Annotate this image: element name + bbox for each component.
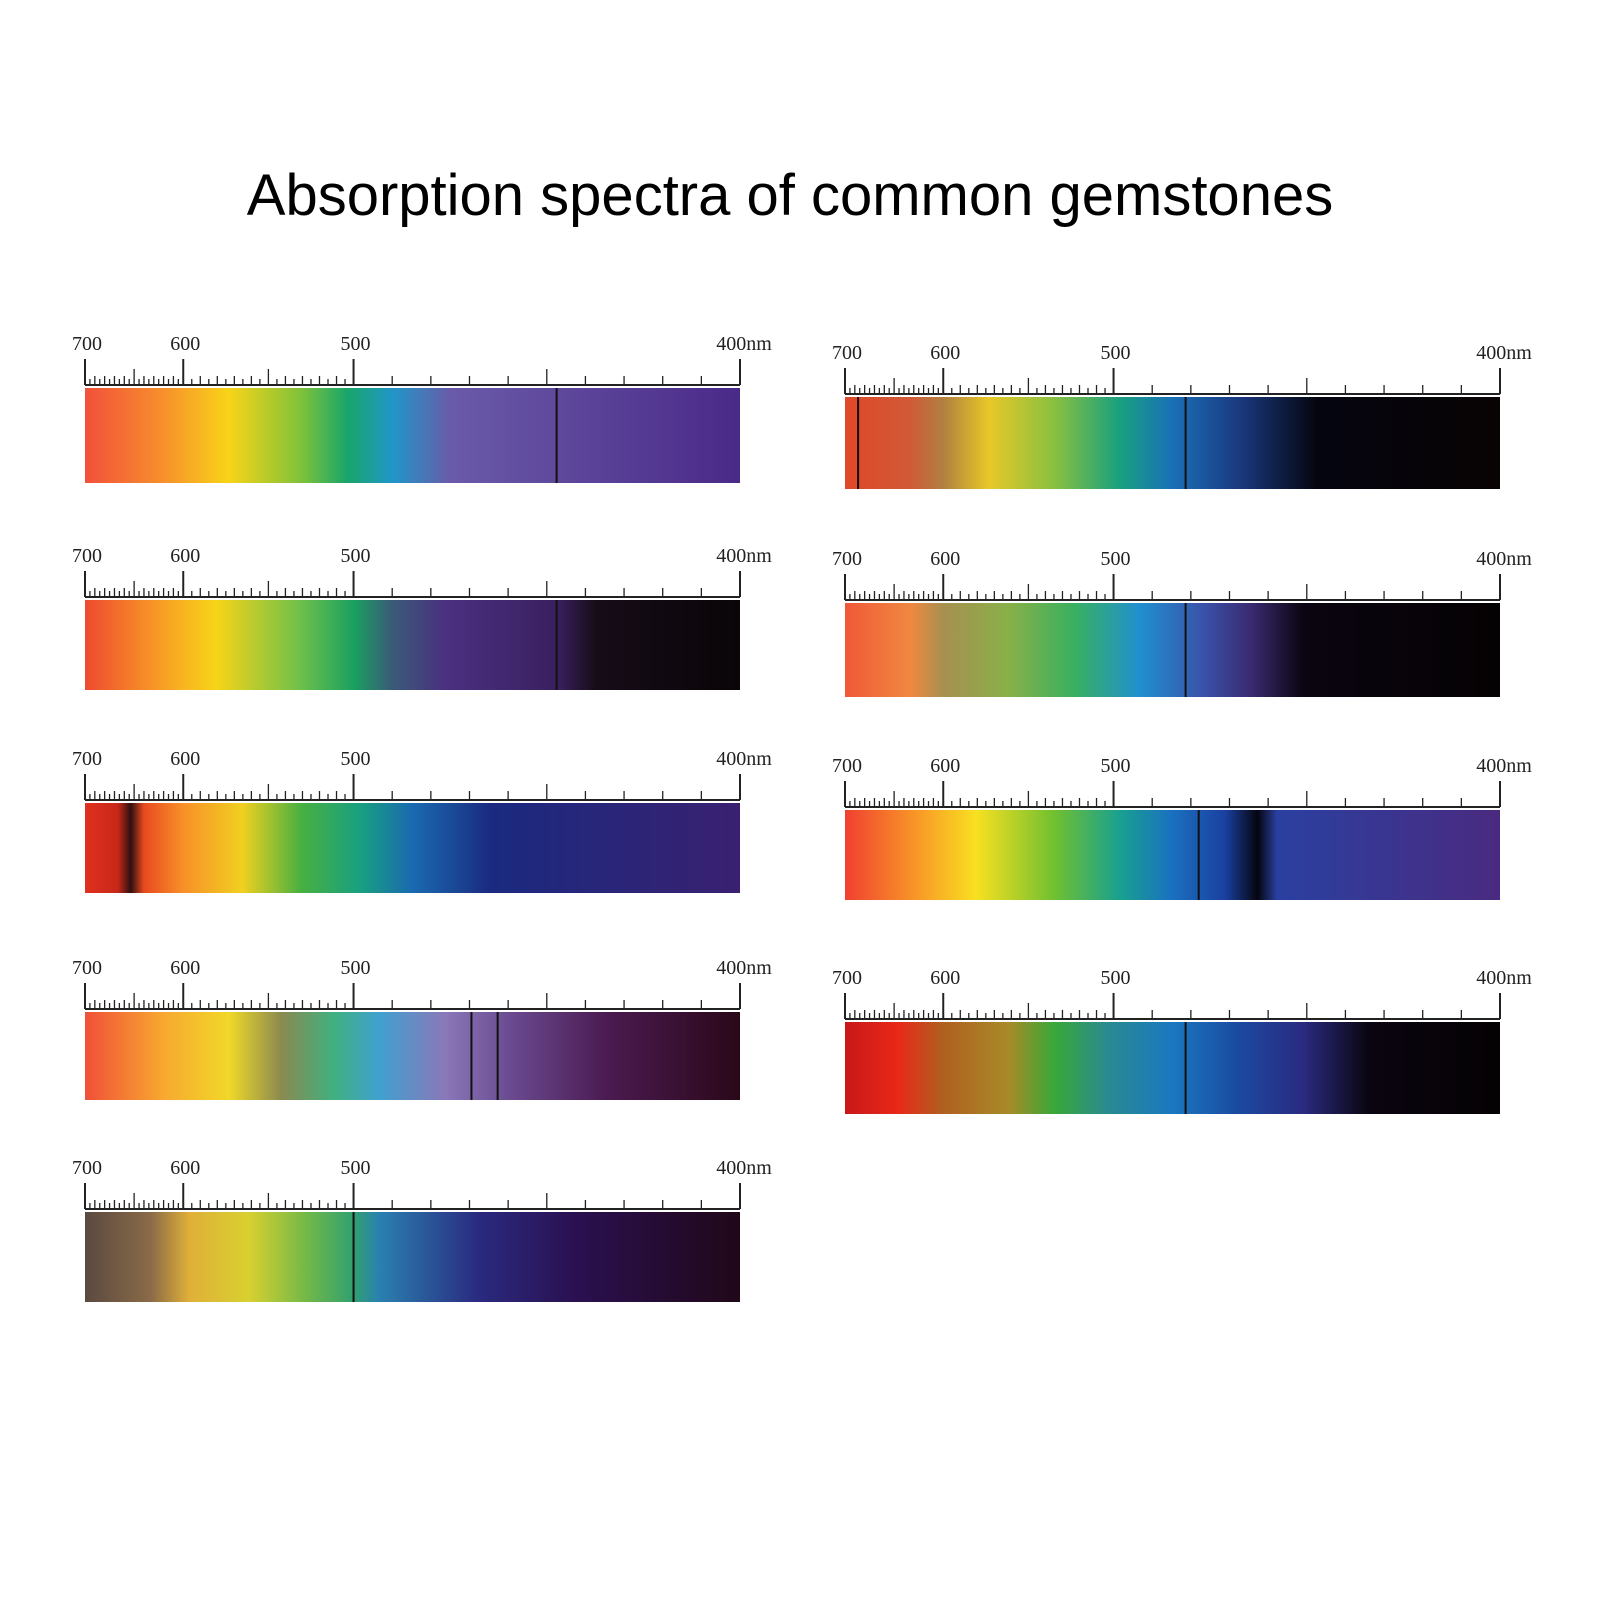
scale-label: 400nm xyxy=(716,545,772,567)
scale-label: 500 xyxy=(1101,548,1131,570)
scale-label: 700 xyxy=(72,1157,102,1179)
scale-label: 400nm xyxy=(1476,548,1532,570)
scale-label: 500 xyxy=(341,1157,371,1179)
scale-label: 600 xyxy=(170,748,200,770)
scale-label: 600 xyxy=(930,342,960,364)
scale-label: 500 xyxy=(341,333,371,355)
scale-label: 700 xyxy=(832,548,862,570)
scale-label: 600 xyxy=(170,545,200,567)
scale-label: 400nm xyxy=(716,957,772,979)
scale-label: 600 xyxy=(930,548,960,570)
scale-label: 700 xyxy=(72,545,102,567)
spectrum xyxy=(85,1212,740,1302)
scale-label: 400nm xyxy=(716,748,772,770)
scale-label: 500 xyxy=(341,545,371,567)
scale-label: 700 xyxy=(832,342,862,364)
scale-label: 600 xyxy=(170,957,200,979)
scale-label: 400nm xyxy=(716,333,772,355)
scale-label: 500 xyxy=(341,748,371,770)
scale-label: 600 xyxy=(170,1157,200,1179)
scale-label: 500 xyxy=(341,957,371,979)
scale-label: 400nm xyxy=(716,1157,772,1179)
scale-label: 700 xyxy=(72,333,102,355)
spectrum xyxy=(845,1022,1500,1114)
spectrum xyxy=(845,397,1500,489)
spectrum xyxy=(845,603,1500,697)
scale-label: 500 xyxy=(1101,755,1131,777)
scale-label: 600 xyxy=(170,333,200,355)
scale-label: 700 xyxy=(72,957,102,979)
spectrum xyxy=(85,1012,740,1100)
scale-label: 600 xyxy=(930,967,960,989)
scale-label: 700 xyxy=(72,748,102,770)
scale-label: 600 xyxy=(930,755,960,777)
spectrum xyxy=(85,388,740,483)
spectrum xyxy=(85,803,740,893)
scale-label: 500 xyxy=(1101,967,1131,989)
scale-label: 700 xyxy=(832,755,862,777)
scale-label: 400nm xyxy=(1476,967,1532,989)
scale-label: 700 xyxy=(832,967,862,989)
scale-label: 400nm xyxy=(1476,755,1532,777)
spectrum xyxy=(85,600,740,690)
spectrum xyxy=(845,810,1500,900)
title: Absorption spectra of common gemstones xyxy=(247,163,1333,228)
scale-label: 500 xyxy=(1101,342,1131,364)
scale-label: 400nm xyxy=(1476,342,1532,364)
